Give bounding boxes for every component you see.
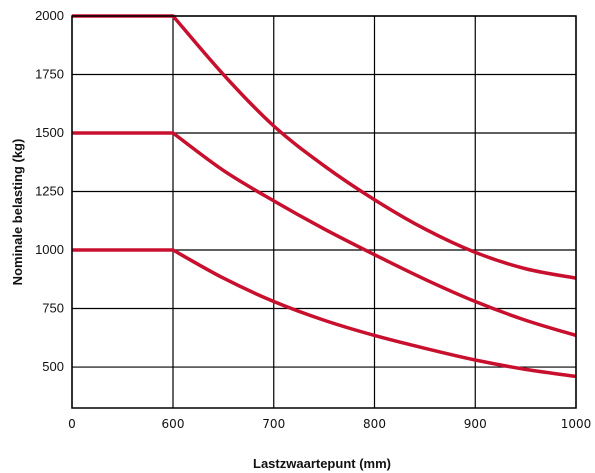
y-tick-label: 1250 — [35, 184, 64, 199]
series-line-3 — [72, 248, 577, 379]
x-tick-label: 800 — [363, 417, 386, 431]
y-tick-label: 1000 — [35, 242, 64, 257]
x-tick-label: 1000 — [561, 417, 592, 431]
series-line-1 — [72, 14, 577, 280]
y-tick-label: 1500 — [35, 125, 64, 140]
y-tick-label: 1750 — [35, 67, 64, 82]
x-tick-label: 0 — [68, 417, 76, 431]
grid-lines — [71, 15, 577, 408]
x-tick-label: 900 — [464, 417, 487, 431]
y-tick-labels: 500 750 1000 1250 1500 1750 2000 — [35, 8, 64, 374]
x-tick-labels: 0 600 700 800 900 1000 — [68, 417, 591, 431]
data-lines — [72, 14, 577, 379]
y-tick-label: 2000 — [35, 8, 64, 23]
y-tick-label: 500 — [42, 359, 64, 374]
x-tick-label: 600 — [162, 417, 185, 431]
x-axis-label: Lastzwaartepunt (mm) — [253, 456, 391, 471]
y-tick-label: 750 — [42, 301, 64, 316]
plot-frame — [71, 15, 577, 409]
y-axis-label: Nominale belasting (kg) — [10, 139, 25, 286]
series-line-2 — [72, 131, 577, 338]
x-tick-label: 700 — [262, 417, 285, 431]
